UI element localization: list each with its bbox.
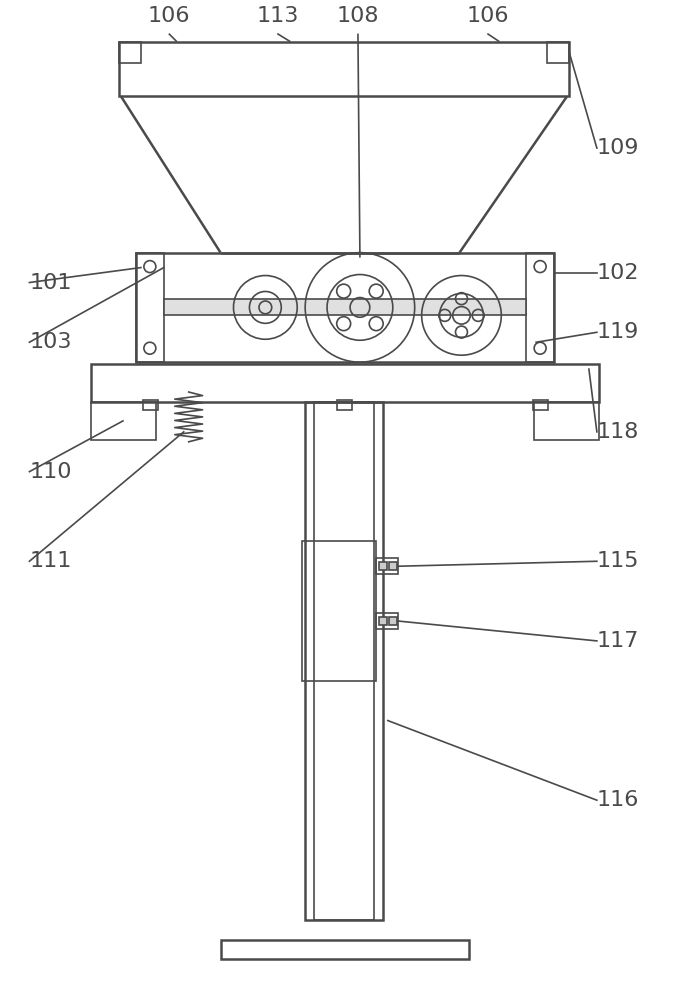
Bar	[136, 253, 164, 362]
Bar	[379, 562, 387, 570]
Bar	[379, 617, 387, 625]
Bar	[164, 299, 526, 315]
Bar	[526, 253, 554, 362]
Bar	[305, 402, 383, 920]
Bar	[547, 42, 569, 63]
Text: 111: 111	[30, 551, 72, 571]
Bar	[302, 541, 376, 681]
Bar	[119, 42, 141, 63]
Text: 117: 117	[597, 631, 639, 651]
Text: 101: 101	[30, 273, 72, 293]
Bar	[534, 402, 599, 440]
Text: 110: 110	[30, 462, 72, 482]
Bar	[221, 940, 469, 959]
Text: 113: 113	[256, 6, 299, 26]
Bar	[533, 400, 548, 410]
Bar	[389, 617, 397, 625]
Bar	[143, 400, 158, 410]
Text: 103: 103	[30, 332, 72, 352]
Text: 115: 115	[597, 551, 639, 571]
Bar	[91, 364, 599, 402]
Bar	[91, 402, 156, 440]
Text: 116: 116	[597, 790, 639, 810]
Text: 106: 106	[147, 6, 190, 26]
Text: 109: 109	[597, 138, 639, 158]
Bar	[337, 400, 352, 410]
Bar	[376, 558, 398, 574]
Text: 108: 108	[336, 6, 379, 26]
Text: 102: 102	[597, 263, 639, 283]
Text: 119: 119	[597, 322, 639, 342]
Bar	[119, 42, 569, 96]
Bar	[314, 402, 374, 920]
Text: 106: 106	[466, 6, 508, 26]
Bar	[136, 253, 554, 362]
Bar	[376, 613, 398, 629]
Text: 118: 118	[597, 422, 639, 442]
Bar	[389, 562, 397, 570]
